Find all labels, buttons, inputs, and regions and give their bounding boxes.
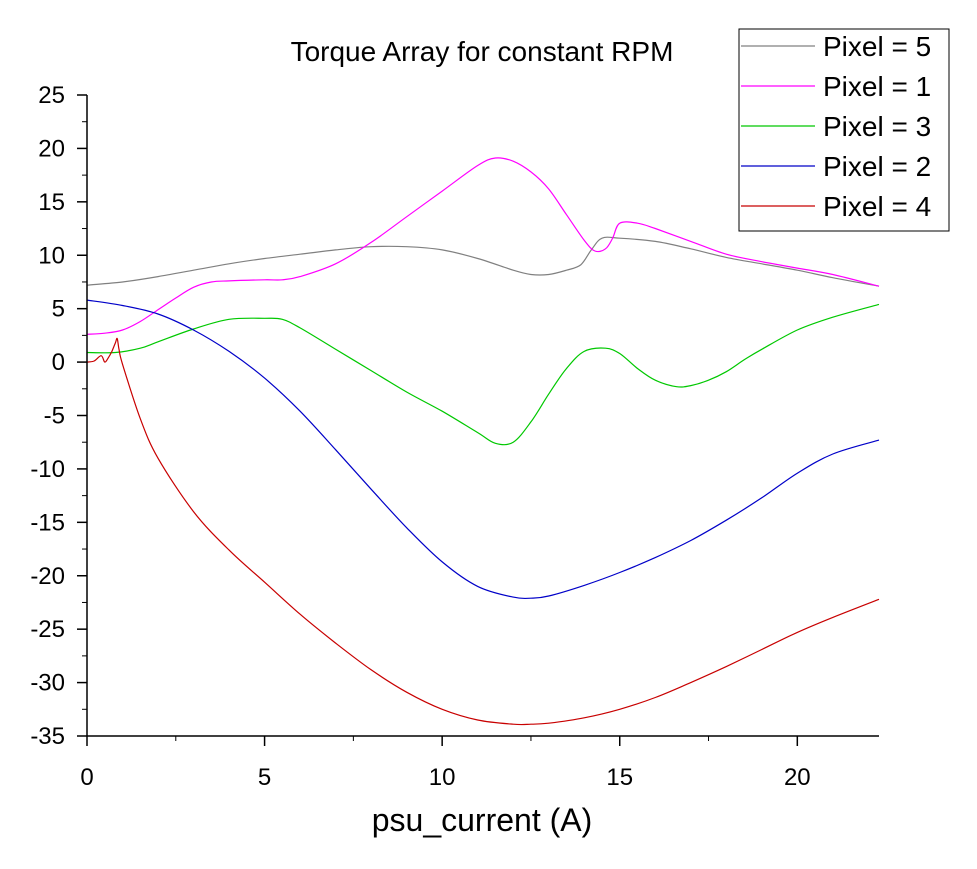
x-tick-label: 15 bbox=[606, 764, 633, 791]
legend-label-4: Pixel = 2 bbox=[823, 151, 931, 182]
x-tick-label: 10 bbox=[429, 764, 456, 791]
x-tick-label: 20 bbox=[784, 764, 811, 791]
y-tick-label: -15 bbox=[30, 509, 65, 536]
series-line-2 bbox=[86, 157, 880, 335]
series-line-4 bbox=[86, 299, 880, 600]
x-axis-title: psu_current (A) bbox=[372, 802, 593, 838]
chart-title: Torque Array for constant RPM bbox=[291, 36, 674, 67]
y-tick-label: -10 bbox=[30, 456, 65, 483]
series-line-1 bbox=[86, 236, 880, 287]
y-tick-label: 5 bbox=[52, 296, 65, 323]
y-tick-label: 10 bbox=[38, 242, 65, 269]
legend-label-2: Pixel = 1 bbox=[823, 71, 931, 102]
series-line-5 bbox=[86, 337, 880, 726]
legend-label-3: Pixel = 3 bbox=[823, 111, 931, 142]
axis-layer: 25 20 15 10 5 0 -5 -10 -15 -20 -25 -30 -35 0 5 10 15 20 bbox=[30, 82, 879, 791]
x-tick-label: 5 bbox=[258, 764, 271, 791]
y-tick-label: -5 bbox=[44, 403, 65, 430]
y-tick-label: -30 bbox=[30, 670, 65, 697]
y-tick-label: -25 bbox=[30, 616, 65, 643]
x-tick-label: 0 bbox=[80, 764, 93, 791]
legend-label-5: Pixel = 4 bbox=[823, 191, 931, 222]
legend-label-1: Pixel = 5 bbox=[823, 31, 931, 62]
series-layer bbox=[86, 157, 880, 726]
y-tick-label: 25 bbox=[38, 82, 65, 109]
y-tick-label: 15 bbox=[38, 189, 65, 216]
series-line-3 bbox=[86, 303, 880, 446]
y-tick-label: -20 bbox=[30, 563, 65, 590]
legend-box bbox=[738, 28, 950, 232]
y-tick-label: 0 bbox=[52, 349, 65, 376]
y-tick-label: -35 bbox=[30, 723, 65, 750]
y-tick-label: 20 bbox=[38, 135, 65, 162]
legend: Pixel = 5 Pixel = 1 Pixel = 3 Pixel = 2 Pixe… bbox=[738, 28, 950, 232]
